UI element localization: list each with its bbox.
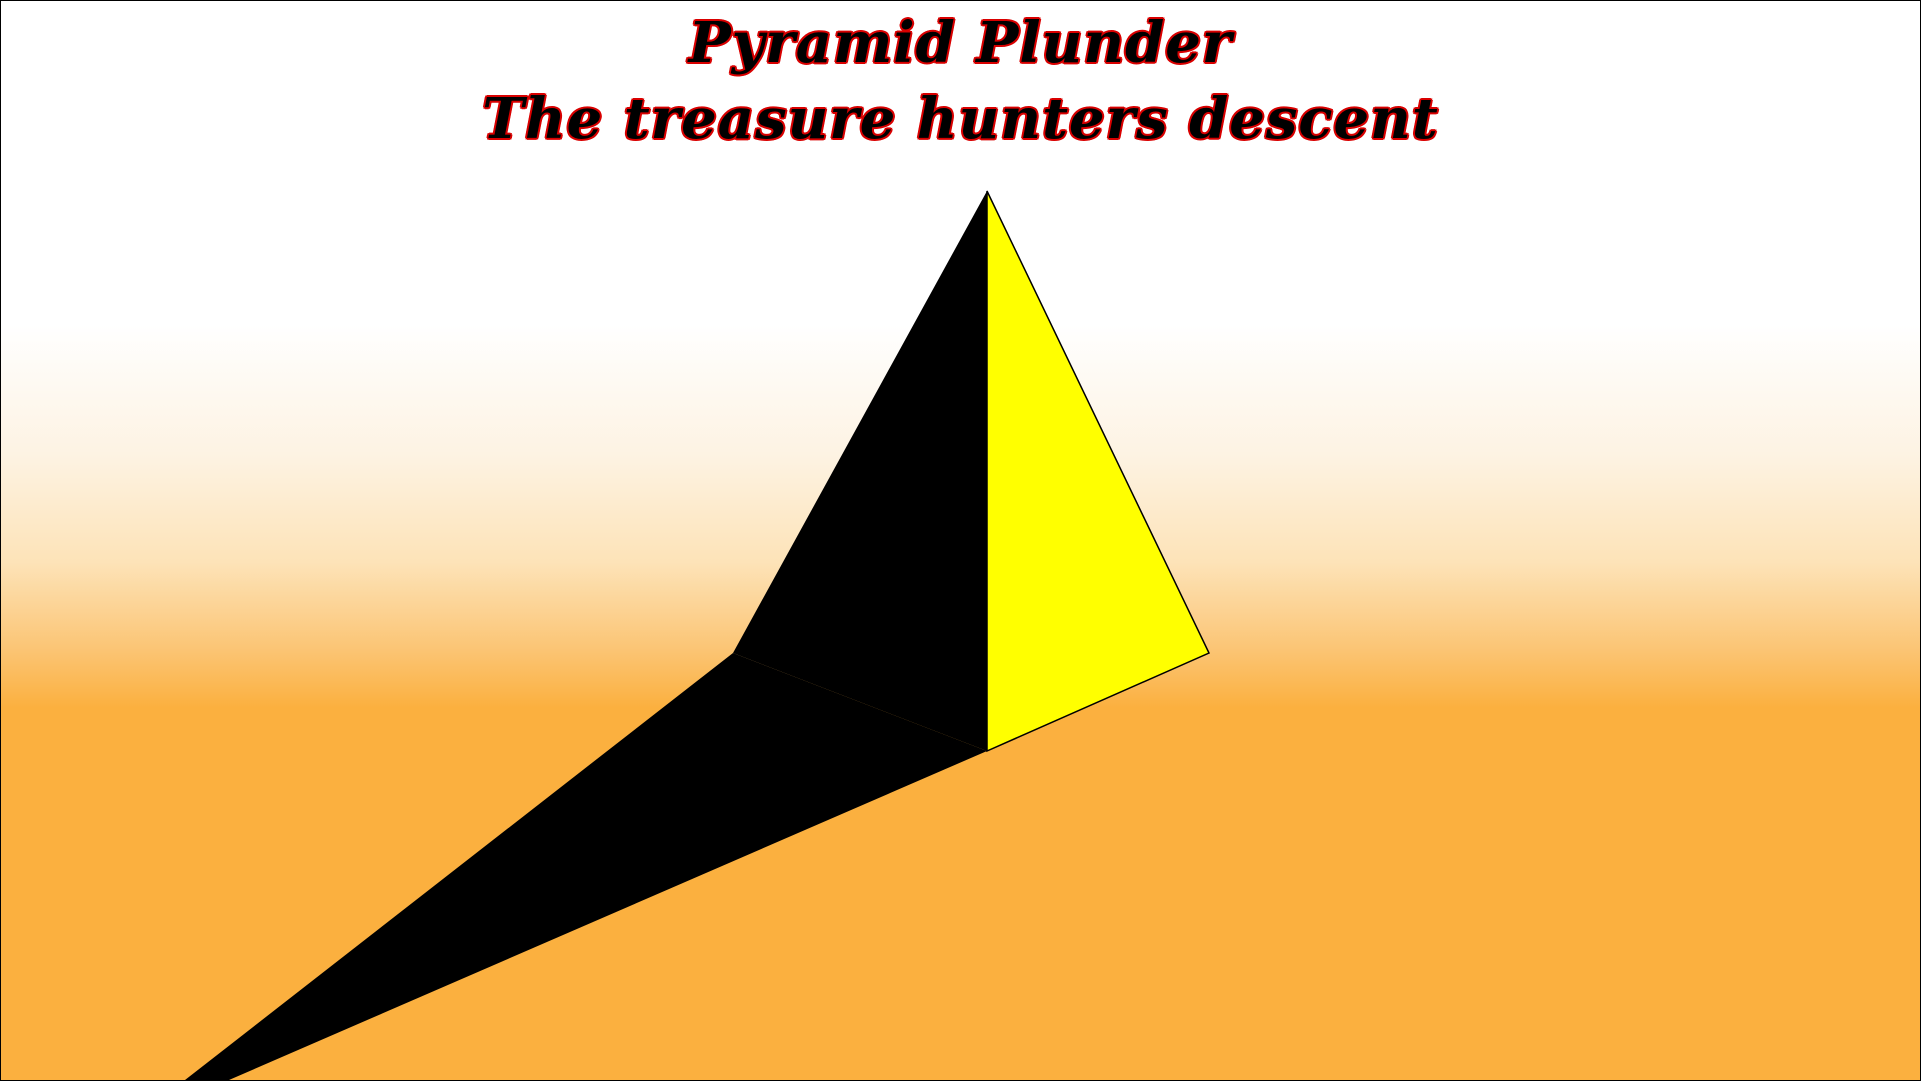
- pyramid-lit-face: [986, 190, 1211, 753]
- game-title: Pyramid Plunder: [688, 10, 1233, 76]
- title-block: Pyramid Plunder The treasure hunters des…: [1, 7, 1920, 159]
- pyramid-cast-shadow: [185, 653, 987, 1080]
- pyramid-shadow-face: [733, 191, 987, 751]
- game-subtitle: The treasure hunters descent: [482, 86, 1439, 152]
